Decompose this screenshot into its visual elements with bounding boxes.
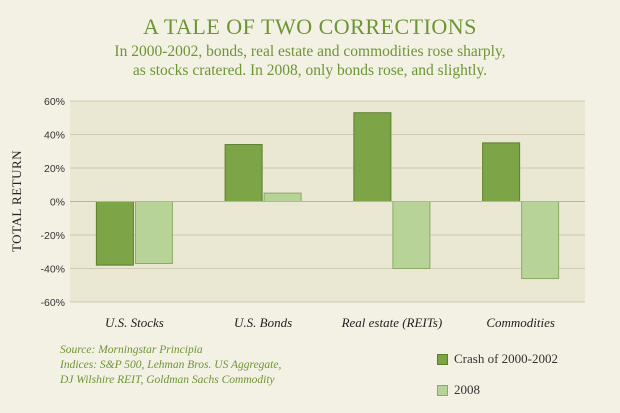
legend-item-series-1: Crash of 2000-2002	[437, 351, 558, 367]
y-tick-label: 40%	[44, 130, 65, 142]
source-note: Source: Morningstar Principia Indices: S…	[60, 343, 281, 388]
legend-label-series-2: 2008	[454, 382, 480, 397]
y-tick-label: -20%	[40, 230, 65, 242]
legend-label-series-1: Crash of 2000-2002	[454, 351, 558, 366]
bar-1-0	[95, 201, 134, 266]
subtitle-line-1: In 2000-2002, bonds, real estate and com…	[114, 43, 506, 60]
source-line-3: DJ Wilshire REIT, Goldman Sachs Commodit…	[60, 374, 275, 386]
bar-2-0	[134, 201, 173, 264]
legend-item-series-2: 2008	[437, 382, 558, 398]
bar-1-3	[482, 142, 521, 202]
y-tick-label: 60%	[44, 96, 65, 108]
x-tick-label: U.S. Bonds	[234, 315, 292, 330]
subtitle-line-2: as stocks cratered. In 2008, only bonds …	[132, 62, 488, 79]
bar-2-3	[521, 201, 560, 280]
source-line-1: Source: Morningstar Principia	[60, 344, 203, 356]
legend-swatch-series-1	[437, 353, 448, 365]
bar-2-2	[392, 201, 431, 269]
chart-subtitle: In 2000-2002, bonds, real estate and com…	[0, 42, 620, 80]
legend-swatch-series-2	[437, 384, 448, 396]
bar-1-1	[224, 144, 263, 203]
y-tick-label: -60%	[40, 297, 65, 309]
legend: Crash of 2000-2002 2008	[437, 351, 558, 413]
bar-1-2	[353, 112, 392, 202]
source-line-2: Indices: S&P 500, Lehman Bros. US Aggreg…	[60, 359, 282, 371]
y-axis-label: TOTAL RETURN	[9, 150, 24, 252]
chart-title: A TALE OF TWO CORRECTIONS	[143, 14, 477, 39]
x-tick-label: Real estate (REITs)	[341, 315, 443, 330]
y-tick-label: 20%	[44, 163, 65, 175]
x-tick-label: U.S. Stocks	[105, 315, 164, 330]
y-tick-label: -40%	[40, 264, 65, 276]
x-tick-label: Commodities	[486, 315, 555, 330]
bar-2-1	[263, 192, 302, 202]
y-tick-label: 0%	[50, 197, 65, 209]
